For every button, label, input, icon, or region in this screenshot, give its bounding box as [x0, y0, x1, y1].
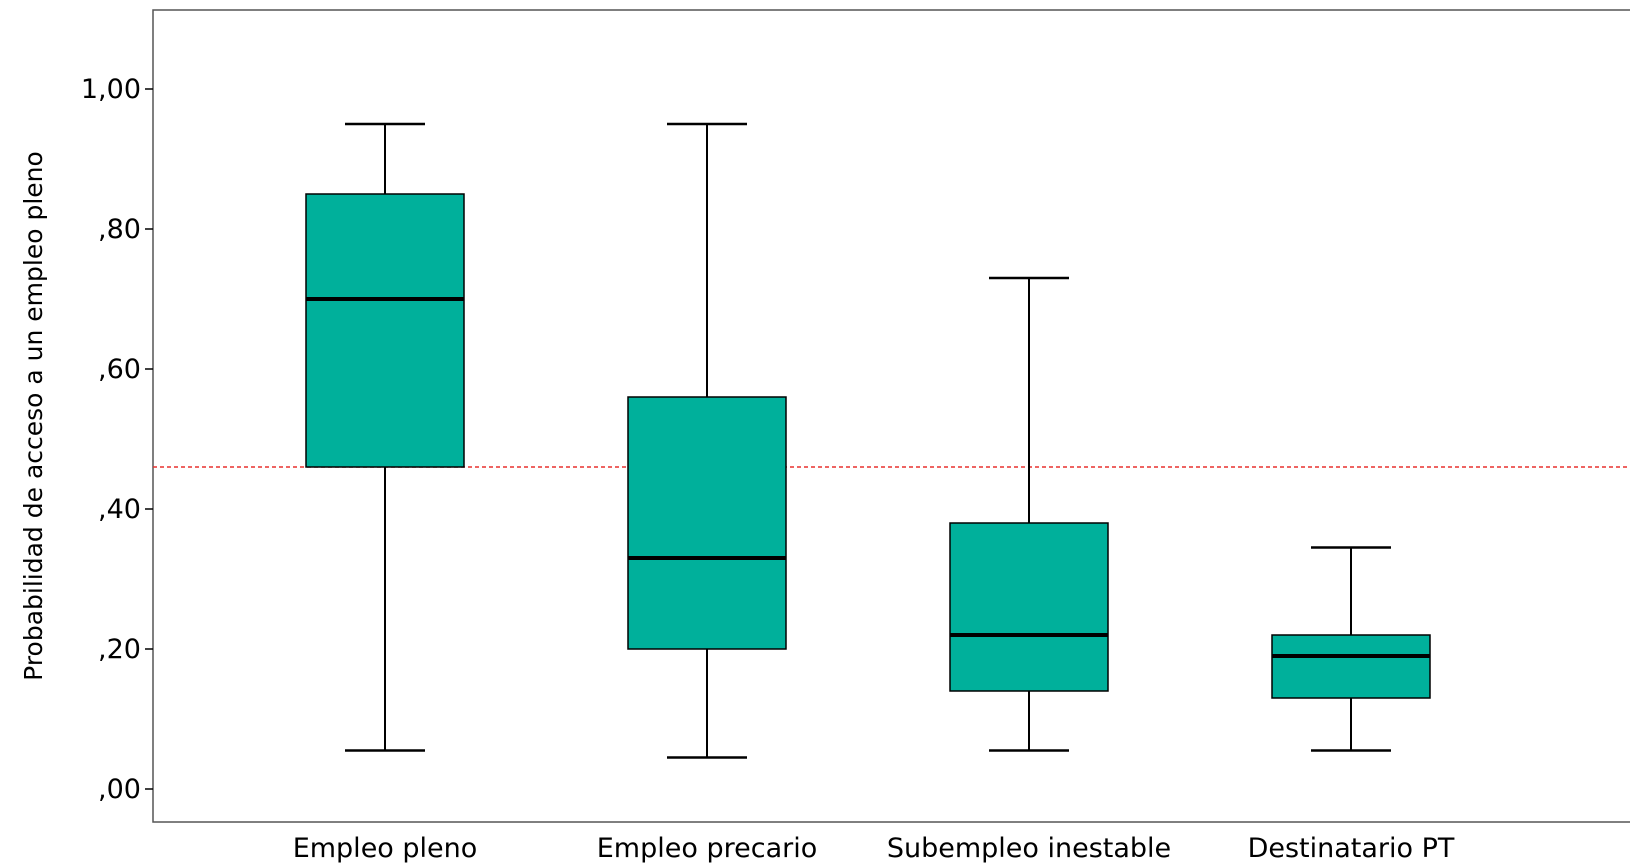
- y-tick-label: ,60: [98, 354, 141, 385]
- y-tick-label: 1,00: [81, 74, 141, 105]
- x-category-label: Destinatario PT: [1248, 833, 1455, 864]
- x-category-label: Empleo precario: [597, 833, 817, 864]
- box-plot-item: [305, 122, 465, 752]
- boxes-group: [305, 122, 1431, 759]
- x-axis-labels: Empleo pleno Empleo precario Subempleo ine…: [293, 833, 1455, 864]
- box-iqr: [1271, 634, 1431, 699]
- box-plot-item: [949, 276, 1109, 752]
- y-tick-label: ,80: [98, 214, 141, 245]
- box-plot-item: [627, 122, 787, 759]
- x-category-label: Subempleo inestable: [887, 833, 1171, 864]
- box-plot-item: [1271, 546, 1431, 752]
- y-axis-title: Probabilidad de acceso a un empleo pleno: [19, 151, 48, 681]
- y-tick-label: ,40: [98, 494, 141, 525]
- y-tick-label: ,00: [98, 774, 141, 805]
- box-iqr: [627, 396, 787, 650]
- box-iqr: [305, 193, 465, 468]
- plot-frame: [152, 9, 1630, 823]
- x-category-label: Empleo pleno: [293, 833, 478, 864]
- y-axis-ticks: ,00 ,20 ,40 ,60 ,80 1,00: [81, 74, 153, 805]
- y-tick-label: ,20: [98, 634, 141, 665]
- box-iqr: [949, 522, 1109, 692]
